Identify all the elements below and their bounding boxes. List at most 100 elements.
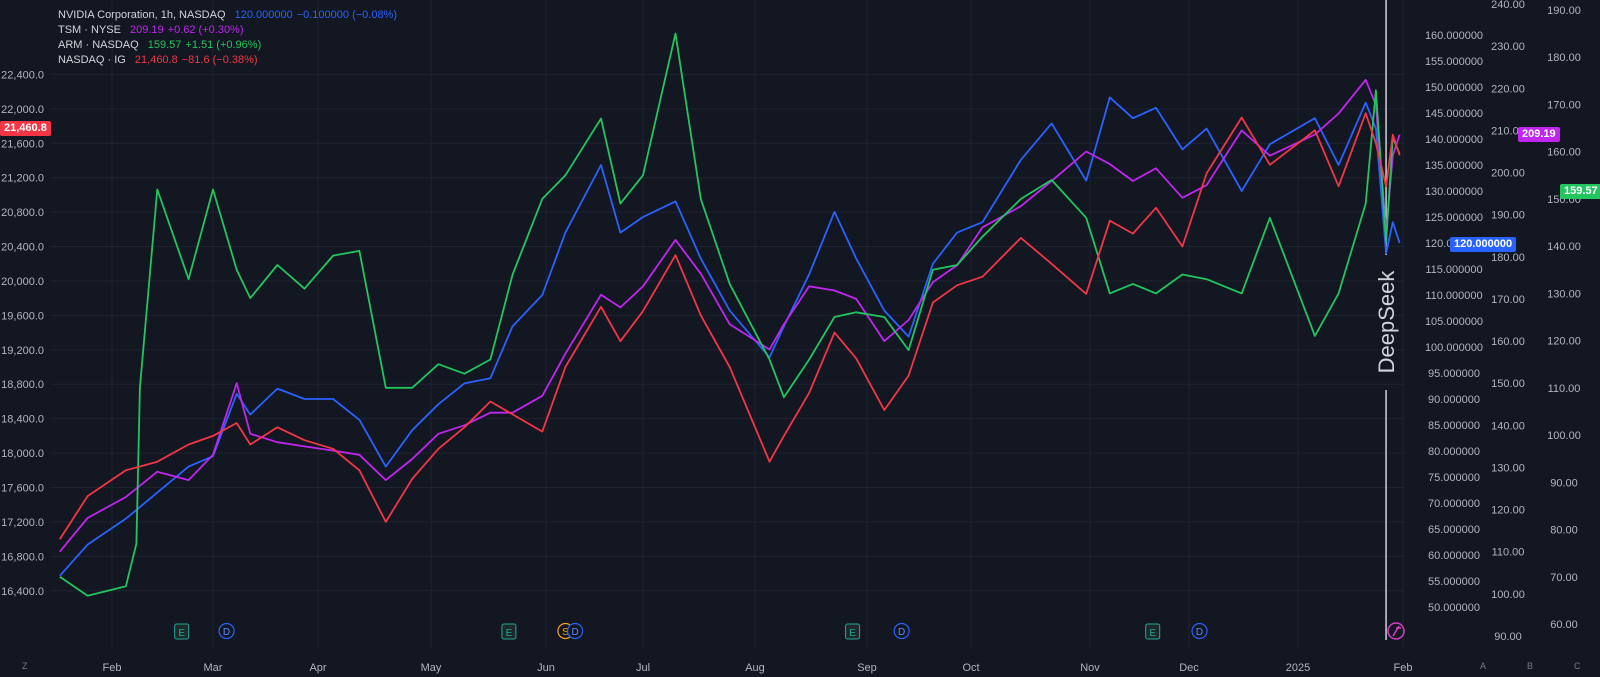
dividend-icon[interactable]: D xyxy=(566,622,584,640)
deepseek-label: DeepSeek xyxy=(1374,270,1399,374)
series-line-tsm[interactable] xyxy=(59,78,1401,553)
legend-last-arm: 159.57 xyxy=(147,39,182,51)
price-badge-nasdaq: 21,460.8 xyxy=(0,121,51,136)
bottom-letter-z[interactable]: Z xyxy=(22,661,28,671)
magic-icon[interactable] xyxy=(1387,622,1405,640)
x-axis-tick-label: Jul xyxy=(636,662,650,674)
right2-axis-tick-label: 110.00 xyxy=(1492,547,1525,559)
right3-axis-tick-label: 180.00 xyxy=(1547,52,1581,64)
earnings-icon[interactable]: E xyxy=(174,623,190,640)
chart-legend: NVIDIA Corporation, 1h, NASDAQ 120.00000… xyxy=(58,8,401,68)
x-axis-tick-label: Feb xyxy=(1394,662,1413,674)
legend-name-nvda: NVIDIA Corporation, 1h, NASDAQ xyxy=(58,9,226,21)
right1-axis-tick-label: 95.000000 xyxy=(1428,368,1480,380)
left-axis-tick-label: 20,400.0 xyxy=(1,242,44,254)
series-lines[interactable] xyxy=(59,32,1401,597)
svg-text:D: D xyxy=(223,627,230,638)
right1-axis-tick-label: 160.000000 xyxy=(1425,30,1483,42)
left-axis-tick-label: 16,400.0 xyxy=(1,586,44,598)
right1-axis-tick-label: 150.000000 xyxy=(1425,82,1483,94)
left-axis-tick-label: 18,000.0 xyxy=(1,448,44,460)
right3-axis-tick-label: 120.00 xyxy=(1547,336,1581,348)
dividend-icon[interactable]: D xyxy=(218,622,235,640)
legend-name-arm: ARM · NASDAQ xyxy=(58,39,139,51)
x-axis-tick-label: Aug xyxy=(745,662,765,674)
x-axis-tick-label: Sep xyxy=(857,662,877,674)
series-line-arm[interactable] xyxy=(59,32,1401,597)
right1-axis-tick-label: 155.000000 xyxy=(1425,56,1483,68)
legend-row-tsm[interactable]: TSM · NYSE 209.19 +0.62 (+0.30%) xyxy=(58,23,401,38)
legend-name-nasdaq: NASDAQ · IG xyxy=(58,54,126,66)
left-price-axis[interactable]: 16,400.0 16,800.0 17,200.0 17,600.0 18,000.0… xyxy=(1,69,44,597)
left-axis-tick-label: 22,400.0 xyxy=(1,69,44,81)
x-axis-tick-label: Nov xyxy=(1080,662,1100,674)
svg-text:S: S xyxy=(562,627,569,638)
left-axis-tick-label: 22,000.0 xyxy=(1,104,44,116)
magic-icon-ring xyxy=(1387,622,1405,640)
dividend-icon[interactable]: D xyxy=(893,622,910,640)
right1-axis-tick-label: 125.000000 xyxy=(1425,212,1483,224)
left-axis-tick-label: 16,800.0 xyxy=(1,551,44,563)
svg-text:E: E xyxy=(178,628,185,639)
bottom-letter-a[interactable]: A xyxy=(1480,661,1487,671)
svg-text:D: D xyxy=(898,627,905,638)
left-axis-tick-label: 21,200.0 xyxy=(1,173,44,185)
right2-axis-tick-label: 210.00 xyxy=(1491,125,1525,137)
right2-axis-tick-label: 170.00 xyxy=(1491,294,1525,306)
series-line-nasdaq[interactable] xyxy=(59,112,1401,540)
right1-axis-tick-label: 65.000000 xyxy=(1428,524,1480,536)
magic-icon-spark xyxy=(1392,625,1401,637)
left-axis-tick-label: 20,800.0 xyxy=(1,207,44,219)
right1-axis-tick-label: 130.000000 xyxy=(1425,186,1483,198)
left-axis-tick-label: 19,600.0 xyxy=(1,310,44,322)
earnings-icon[interactable]: E xyxy=(845,623,861,640)
right2-axis-tick-label: 160.00 xyxy=(1491,336,1525,348)
earnings-icon[interactable]: E xyxy=(501,623,517,640)
legend-row-arm[interactable]: ARM · NASDAQ 159.57 +1.51 (+0.96%) xyxy=(58,38,401,53)
left-axis-tick-label: 17,200.0 xyxy=(1,517,44,529)
legend-change-arm: +1.51 (+0.96%) xyxy=(185,39,262,51)
dividend-icon[interactable]: D xyxy=(1191,622,1208,640)
right2-axis-tick-label: 100.00 xyxy=(1491,589,1525,601)
bottom-letter-c[interactable]: C xyxy=(1574,661,1581,671)
price-badge-nvda: 120.000000 xyxy=(1450,237,1517,252)
right1-axis-tick-label: 50.000000 xyxy=(1428,602,1480,614)
right-price-axes[interactable]: 50.000000 55.000000 60.000000 65.000000 70.0… xyxy=(1425,0,1581,643)
time-axis[interactable]: Feb Mar Apr May Jun Jul Aug Sep Oct Nov Dec 2025 Feb xyxy=(103,662,1413,674)
x-axis-tick-label: May xyxy=(421,662,442,674)
left-axis-tick-label: 18,800.0 xyxy=(1,379,44,391)
right3-axis-tick-label: 160.00 xyxy=(1547,147,1581,159)
legend-last-nasdaq: 21,460.8 xyxy=(134,54,178,66)
right2-axis-tick-label: 120.00 xyxy=(1491,505,1525,517)
right1-axis-tick-label: 145.000000 xyxy=(1425,108,1483,120)
earnings-icon[interactable]: E xyxy=(1145,623,1161,640)
x-axis-tick-label: 2025 xyxy=(1286,662,1310,674)
price-badge-arm: 159.57 xyxy=(1560,184,1600,199)
legend-change-nasdaq: −81.6 (−0.38%) xyxy=(181,54,258,66)
left-axis-tick-label: 17,600.0 xyxy=(1,483,44,495)
legend-row-nvda[interactable]: NVIDIA Corporation, 1h, NASDAQ 120.00000… xyxy=(58,8,401,23)
svg-text:E: E xyxy=(849,628,856,639)
right3-axis-tick-label: 80.00 xyxy=(1550,525,1578,537)
legend-last-nvda: 120.000000 xyxy=(234,9,293,21)
right3-axis-tick-label: 100.00 xyxy=(1547,430,1581,442)
x-axis-tick-label: Dec xyxy=(1179,662,1199,674)
bottom-letter-b[interactable]: B xyxy=(1527,661,1534,671)
right2-axis-tick-label: 150.00 xyxy=(1491,378,1525,390)
x-axis-tick-label: Mar xyxy=(204,662,223,674)
right2-axis-tick-label: 240.00 xyxy=(1491,0,1525,11)
right2-axis-tick-label: 200.00 xyxy=(1491,168,1525,180)
series-line-nvda[interactable] xyxy=(59,96,1401,577)
right1-axis-tick-label: 135.000000 xyxy=(1425,160,1483,172)
right2-axis-tick-label: 130.00 xyxy=(1491,462,1525,474)
right1-axis-tick-label: 140.000000 xyxy=(1425,134,1483,146)
right3-axis-tick-label: 60.00 xyxy=(1550,619,1578,631)
svg-text:D: D xyxy=(571,627,578,638)
right1-axis-tick-label: 100.000000 xyxy=(1425,342,1483,354)
left-axis-tick-label: 20,000.0 xyxy=(1,276,44,288)
deepseek-annotation: DeepSeek xyxy=(1374,0,1399,640)
legend-row-nasdaq[interactable]: NASDAQ · IG 21,460.8 −81.6 (−0.38%) xyxy=(58,53,401,68)
svg-text:D: D xyxy=(1196,627,1203,638)
